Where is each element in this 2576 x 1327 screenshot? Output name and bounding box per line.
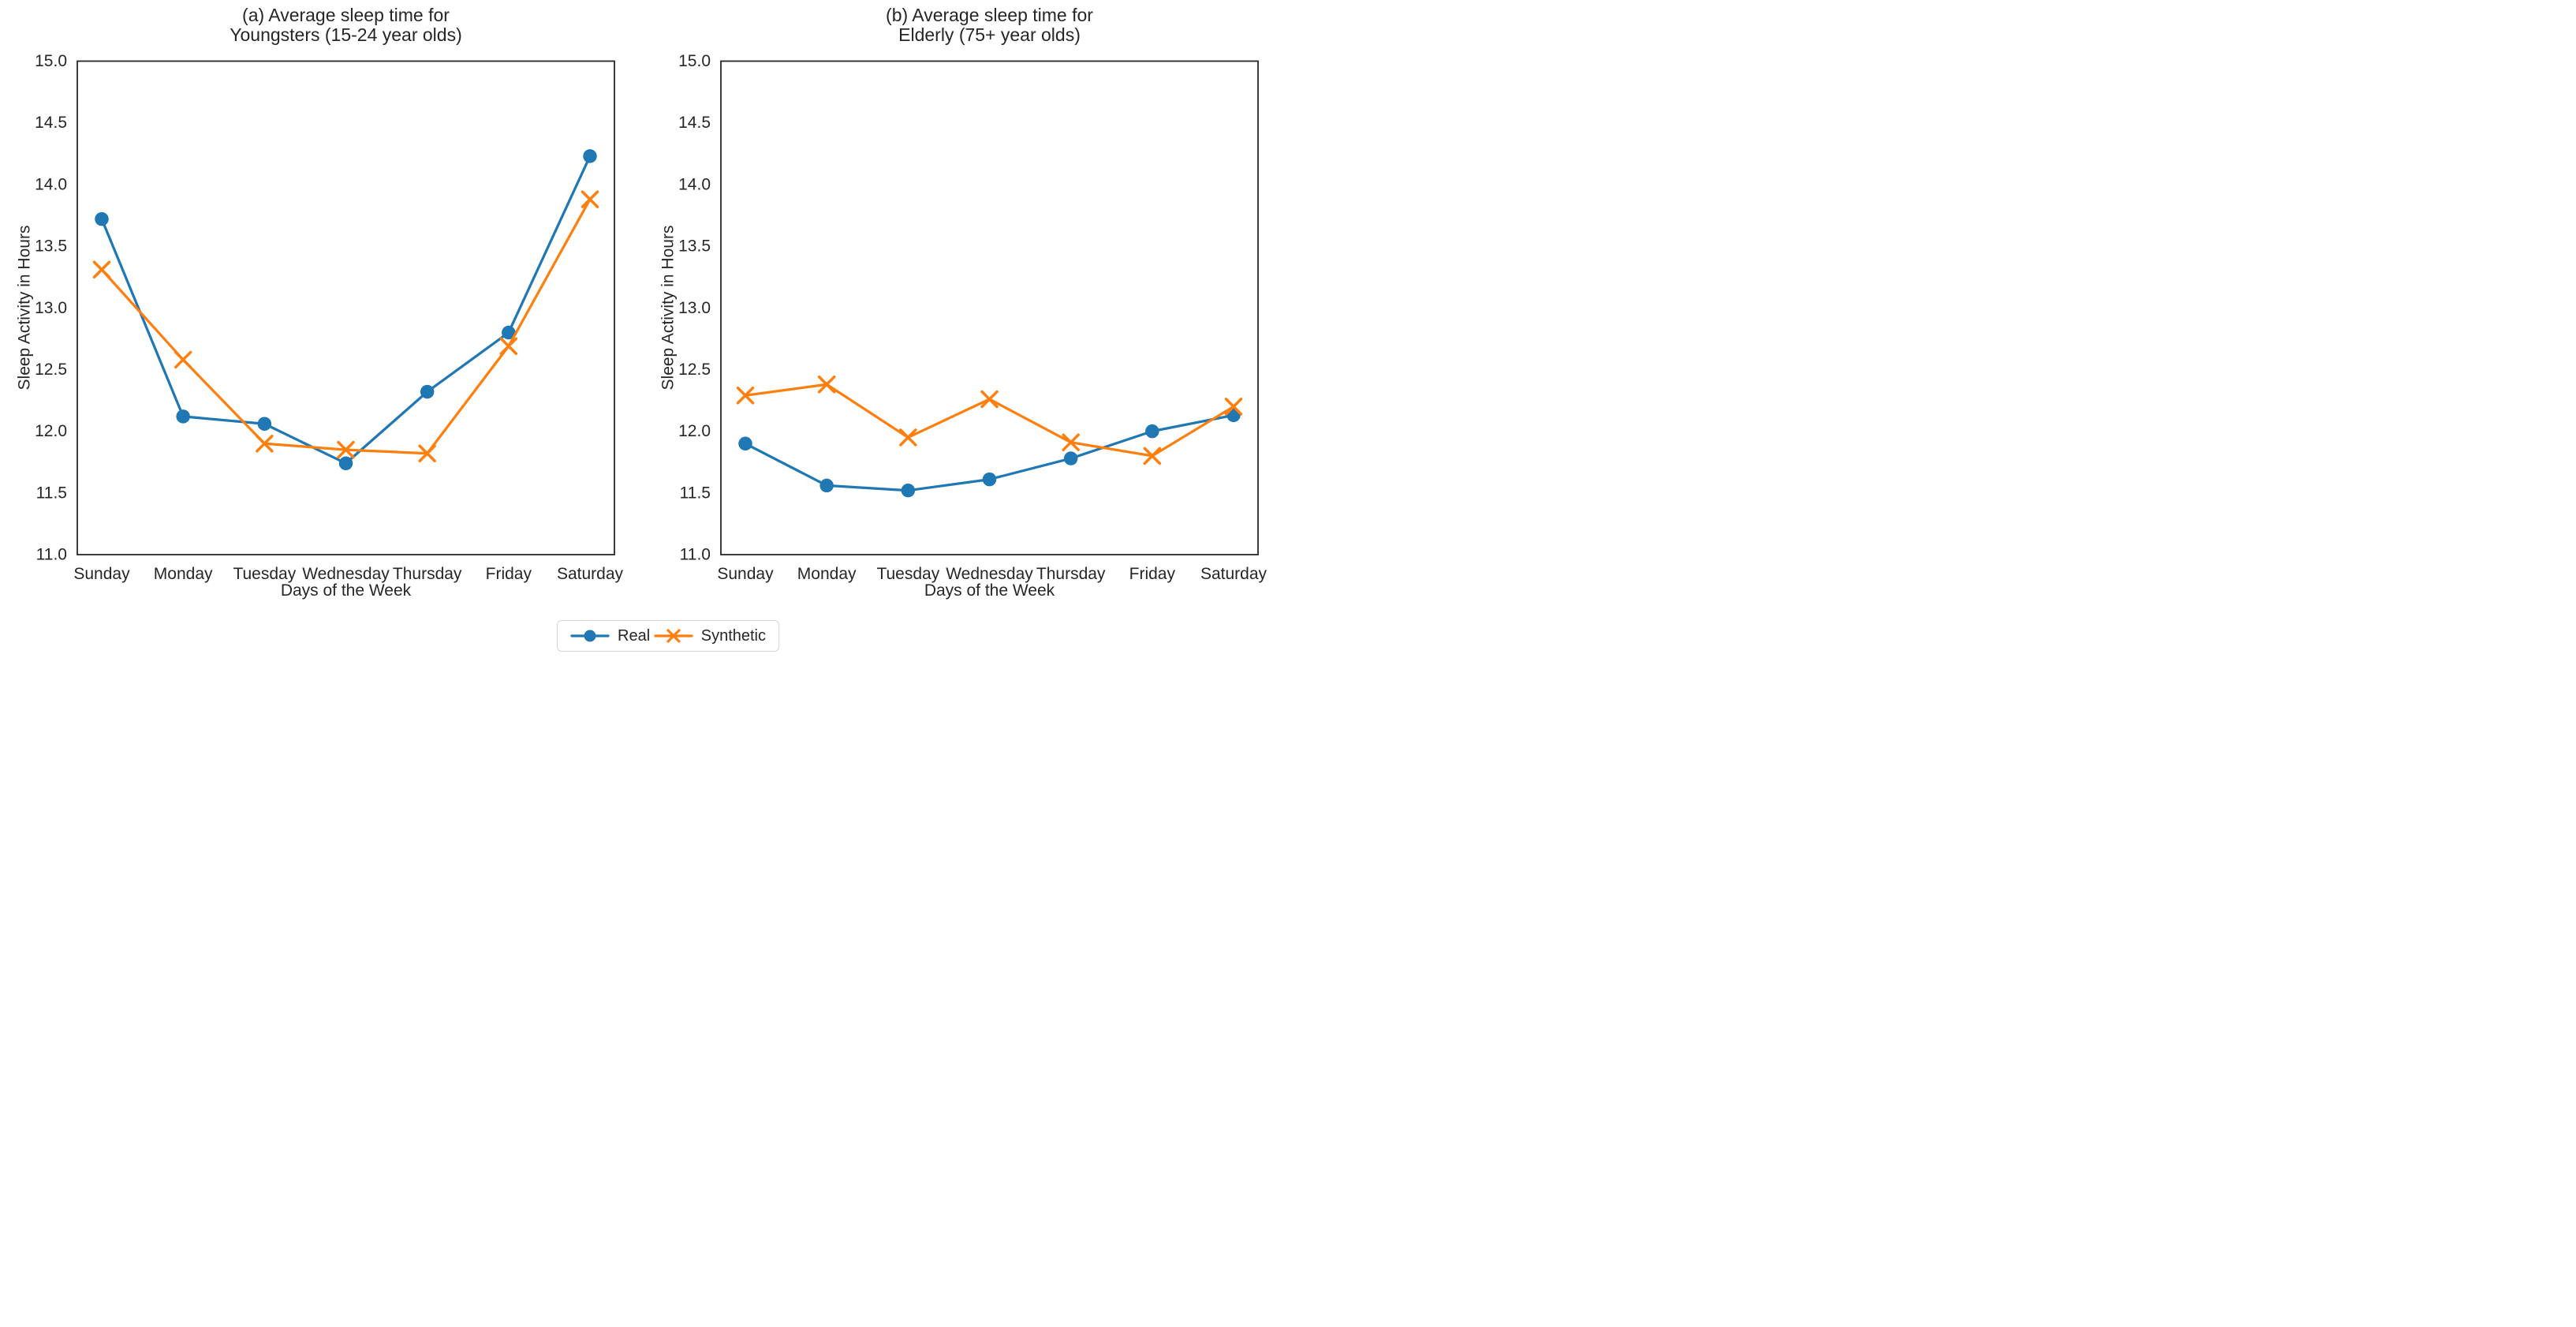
svg-text:13.0: 13.0 — [678, 299, 711, 317]
svg-text:Tuesday: Tuesday — [233, 565, 296, 583]
svg-text:14.5: 14.5 — [35, 114, 67, 132]
svg-text:15.0: 15.0 — [678, 52, 711, 70]
panel-a-title-line1: (a) Average sleep time for — [242, 5, 450, 25]
svg-text:Monday: Monday — [154, 565, 213, 583]
svg-text:14.5: 14.5 — [678, 114, 711, 132]
panel-a: (a) Average sleep time for Youngsters (1… — [0, 0, 644, 664]
legend-marker-synthetic-x-icon — [654, 629, 693, 643]
svg-text:Friday: Friday — [1129, 565, 1176, 583]
figure: { "figure": { "background_color": "#ffff… — [0, 0, 1288, 664]
svg-text:Sunday: Sunday — [73, 565, 130, 583]
legend-item-real: Real — [570, 626, 650, 645]
svg-text:11.0: 11.0 — [680, 546, 711, 564]
svg-text:Monday: Monday — [797, 565, 857, 583]
svg-text:Thursday: Thursday — [393, 565, 462, 583]
legend-item-synthetic: Synthetic — [654, 626, 766, 645]
legend-label-synthetic: Synthetic — [700, 626, 766, 645]
svg-text:14.0: 14.0 — [35, 175, 67, 193]
svg-text:11.5: 11.5 — [36, 484, 67, 502]
legend: Real Synthetic — [557, 620, 779, 652]
svg-text:Saturday: Saturday — [1200, 565, 1267, 583]
svg-text:13.5: 13.5 — [35, 237, 67, 256]
svg-text:Saturday: Saturday — [557, 565, 624, 583]
svg-text:12.5: 12.5 — [35, 361, 67, 379]
legend-label-real: Real — [618, 626, 651, 645]
svg-text:14.0: 14.0 — [678, 175, 711, 193]
svg-text:Tuesday: Tuesday — [876, 565, 939, 583]
svg-text:12.0: 12.0 — [678, 422, 711, 440]
panel-b-title: (b) Average sleep time for Elderly (75+ … — [721, 6, 1258, 45]
svg-text:11.5: 11.5 — [680, 484, 711, 502]
svg-text:Wednesday: Wednesday — [946, 565, 1033, 583]
svg-text:Thursday: Thursday — [1036, 565, 1106, 583]
legend-marker-real-circle-icon — [570, 630, 610, 642]
svg-text:Friday: Friday — [486, 565, 532, 583]
svg-text:13.0: 13.0 — [35, 299, 67, 317]
panel-b-title-line1: (b) Average sleep time for — [886, 5, 1093, 25]
svg-text:13.5: 13.5 — [678, 237, 711, 256]
svg-text:11.0: 11.0 — [36, 546, 67, 564]
svg-text:12.5: 12.5 — [678, 361, 711, 379]
plot-area-a: 15.0 14.5 14.0 13.5 13.0 12.5 12.0 11.5 11.0 Sund… — [35, 52, 624, 583]
plot-area-b: 15.0 14.5 14.0 13.5 13.0 12.5 12.0 11.5 11.0 Sund… — [678, 52, 1267, 583]
svg-text:12.0: 12.0 — [35, 422, 67, 440]
x-axis-label-a: Days of the Week — [280, 581, 412, 600]
svg-text:15.0: 15.0 — [35, 52, 67, 70]
panel-b-title-line2: Elderly (75+ year olds) — [898, 24, 1081, 45]
panel-b: (b) Average sleep time for Elderly (75+ … — [644, 0, 1288, 664]
svg-text:Sunday: Sunday — [717, 565, 774, 583]
svg-text:Wednesday: Wednesday — [302, 565, 390, 583]
x-axis-label-b: Days of the Week — [924, 581, 1055, 600]
panel-a-title: (a) Average sleep time for Youngsters (1… — [77, 6, 614, 45]
panel-a-title-line2: Youngsters (15-24 year olds) — [230, 24, 462, 45]
